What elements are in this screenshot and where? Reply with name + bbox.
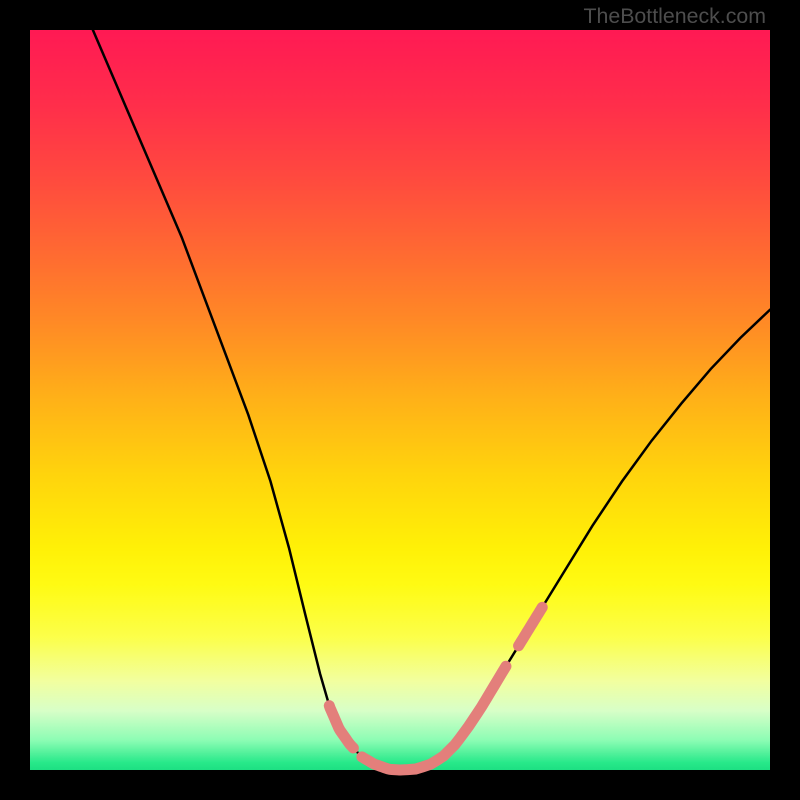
- watermark-label: TheBottleneck.com: [583, 4, 766, 29]
- curve-overlay: [0, 0, 800, 800]
- bottleneck-curve-right: [400, 310, 770, 770]
- highlight-segment: [362, 757, 400, 770]
- canvas: TheBottleneck.com: [0, 0, 800, 800]
- bottleneck-curve-left: [93, 30, 400, 770]
- highlight-segment: [519, 607, 543, 645]
- highlight-segment: [400, 666, 506, 770]
- highlight-segment: [329, 706, 353, 748]
